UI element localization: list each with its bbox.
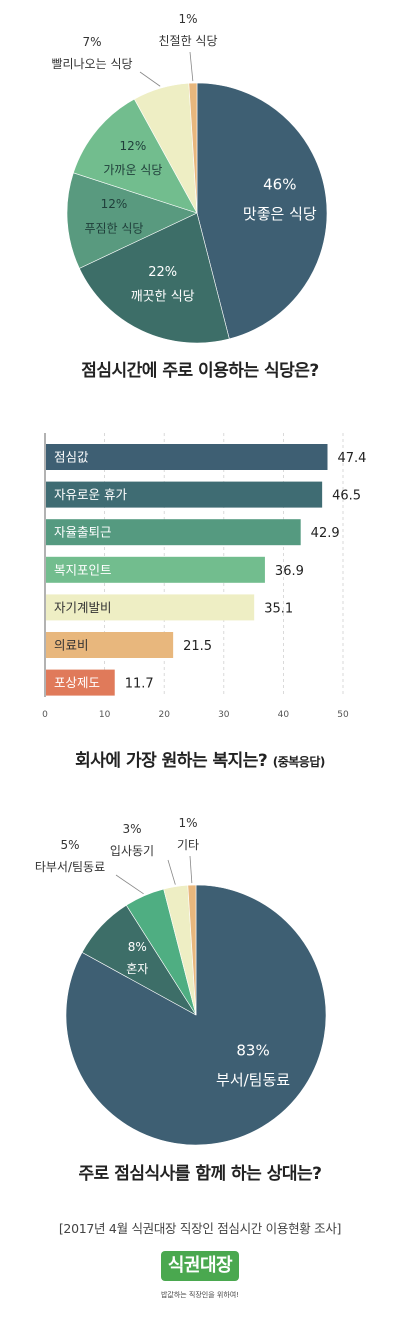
restaurant-pct-label-4: 7%: [82, 35, 101, 49]
bar-value-label-1: 46.5: [332, 489, 361, 504]
restaurant-leader-line-5: [189, 51, 194, 82]
bar-2: [46, 519, 301, 546]
companion-name-label-2: 타부서/팀동료: [35, 860, 105, 874]
restaurant-pct-label-5: 1%: [178, 12, 197, 26]
bar-3: [46, 556, 265, 583]
companion-pct-label-2: 5%: [60, 838, 79, 852]
restaurant-name-label-1: 깨끗한 식당: [131, 289, 195, 304]
companion-pct-label-1: 8%: [128, 940, 147, 954]
bar-5: [46, 632, 174, 658]
companion-leader-line-4: [189, 855, 193, 884]
bar-value-label-0: 47.4: [338, 451, 367, 466]
companion-slice-4: [187, 884, 197, 1016]
restaurant-slice-0: [196, 82, 328, 340]
bar-tick-label-3: 30: [218, 710, 230, 720]
bar-1: [46, 481, 323, 508]
restaurant-pct-label-1: 22%: [148, 265, 177, 280]
bar-category-label-5: 의료비: [54, 638, 89, 653]
bar-tick-label-2: 20: [158, 710, 170, 720]
bar-category-label-2: 자율출퇴근: [54, 525, 112, 540]
restaurant-name-label-3: 가까운 식당: [103, 163, 162, 177]
bar-category-label-3: 복지포인트: [54, 562, 112, 577]
welfare-bar-chart: 0 10 20 30 40 50 점심값 47.4 자유로운 휴가 46.5 자율출퇴근 42.9 복지…: [42, 433, 367, 720]
bar-value-label-6: 11.7: [125, 677, 154, 692]
restaurant-leader-line-4: [139, 71, 161, 87]
welfare-chart-title-wrap: 회사에 가장 원하는 복지는? (중복응답): [0, 746, 400, 771]
brand-tagline: 밥값하는 직장인을 위하여!: [160, 1291, 240, 1299]
companion-leader-line-2: [115, 874, 144, 895]
bar-value-label-3: 36.9: [275, 564, 304, 579]
restaurant-pie-chart: 46% 맛좋은 식당 22% 깨끗한 식당 12% 푸짐한 식당 12% 가까운 식당 7% 빨리…: [51, 12, 328, 344]
restaurant-pct-label-0: 46%: [263, 176, 296, 194]
companion-pct-label-3: 3%: [122, 822, 141, 836]
restaurant-slice-3: [72, 98, 198, 214]
companion-pct-label-4: 1%: [178, 816, 197, 830]
companion-name-label-3: 입사동기: [110, 844, 154, 858]
companion-leader-line-3: [167, 859, 176, 885]
restaurant-pct-label-2: 12%: [101, 197, 128, 211]
bar-value-label-5: 21.5: [183, 639, 212, 654]
bar-tick-label-4: 40: [278, 710, 290, 720]
bar-tick-label-0: 0: [42, 710, 48, 720]
bar-category-label-4: 자기계발비: [54, 600, 112, 615]
restaurant-name-label-5: 친절한 식당: [158, 34, 217, 48]
companion-slice-0: [65, 884, 327, 1146]
brand-logo: 식권대장: [161, 1251, 239, 1281]
bar-tick-label-1: 10: [99, 710, 111, 720]
bar-4: [46, 594, 255, 621]
restaurant-chart-title: 점심시간에 주로 이용하는 식당은?: [81, 361, 319, 381]
companion-pct-label-0: 83%: [236, 1042, 269, 1060]
source-note: [2017년 4월 식권대장 직장인 점심시간 이용현황 조사]: [58, 1221, 342, 1236]
companion-chart-title: 주로 점심식사를 함께 하는 상대는?: [78, 1164, 323, 1184]
restaurant-slice-5: [188, 82, 198, 214]
bar-category-label-6: 포상제도: [54, 675, 100, 690]
restaurant-slice-2: [66, 172, 198, 269]
welfare-chart-title: 회사에 가장 원하는 복지는?: [75, 751, 268, 771]
restaurant-name-label-2: 푸짐한 식당: [84, 221, 143, 235]
bar-6: [46, 669, 115, 696]
bar-category-label-1: 자유로운 휴가: [54, 487, 127, 502]
companion-name-label-1: 혼자: [126, 962, 148, 976]
companion-name-label-4: 기타: [177, 838, 199, 852]
restaurant-pct-label-3: 12%: [120, 139, 147, 153]
restaurant-slice-1: [78, 212, 230, 344]
restaurant-name-label-4: 빨리나오는 식당: [51, 57, 132, 71]
companion-name-label-0: 부서/팀동료: [216, 1071, 290, 1089]
bar-value-label-4: 35.1: [264, 601, 293, 616]
bar-category-label-0: 점심값: [54, 450, 89, 465]
welfare-chart-subtitle: (중복응답): [272, 755, 326, 769]
bar-tick-label-5: 50: [337, 710, 349, 720]
bar-value-label-2: 42.9: [311, 526, 340, 541]
bar-0: [46, 444, 328, 470]
companion-pie-chart: 83% 부서/팀동료 8% 혼자 5% 타부서/팀동료 3% 입사동기 1% 기타: [35, 816, 327, 1146]
restaurant-name-label-0: 맛좋은 식당: [243, 205, 317, 223]
